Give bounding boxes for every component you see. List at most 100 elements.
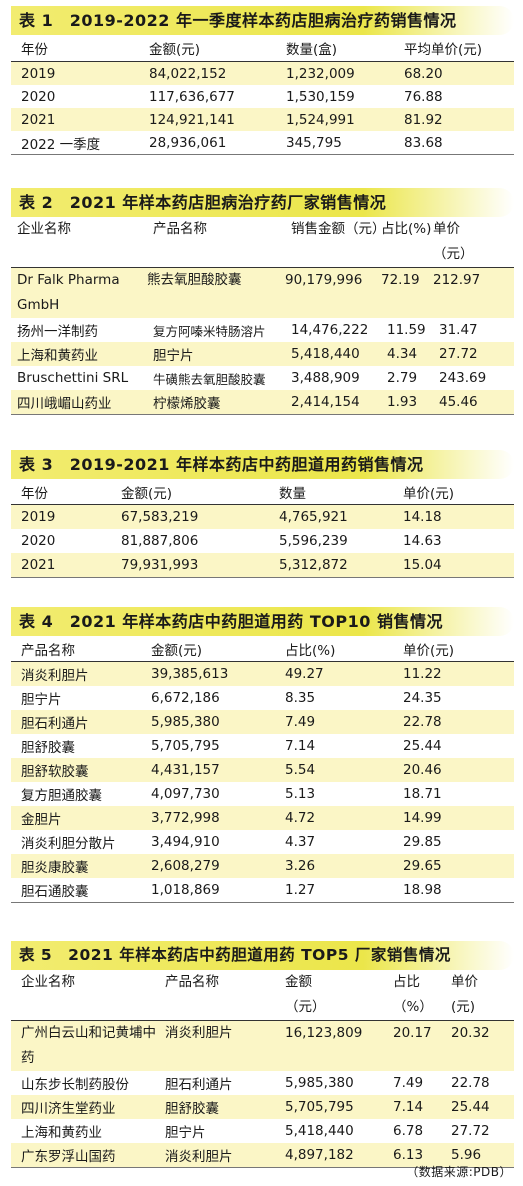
share-cell: 7.49: [393, 1075, 424, 1091]
header-cell: 单价(元): [451, 974, 478, 1015]
header-cell: 数量: [279, 485, 306, 502]
share-cell: 72.19: [381, 272, 420, 288]
price-cell: 45.46: [439, 394, 478, 410]
year-cell: 2022 一季度: [21, 136, 101, 153]
price-cell: 27.72: [451, 1123, 490, 1139]
price-cell: 22.78: [403, 714, 442, 730]
table-5-header: 企业名称 产品名称 金额（元） 占比（%） 单价(元): [11, 970, 514, 1021]
product-cell: 胆石利通片: [165, 1077, 233, 1093]
amount-cell: 4,431,157: [151, 762, 220, 778]
product-cell: 消炎利胆分散片: [21, 836, 116, 852]
company-cell: 扬州一洋制药: [17, 324, 98, 340]
header-cell: 金额（元）: [285, 974, 326, 1015]
product-cell: 胆石通胶囊: [21, 884, 89, 900]
header-cell: 平均单价(元): [404, 42, 483, 58]
table-2: 表 2 2021 年样本药店胆病治疗药厂家销售情况 企业名称 产品名称 销售金额…: [11, 188, 514, 415]
table-row: 2019 67,583,219 4,765,921 14.18: [11, 505, 514, 529]
share-cell: 7.49: [285, 714, 316, 730]
product-cell: 胆石利通片: [21, 716, 89, 732]
table-1: 表 1 2019-2022 年一季度样本药店胆病治疗药销售情况 年份 金额(元)…: [11, 6, 514, 155]
table-row: 山东步长制药股份 胆石利通片 5,985,380 7.49 22.78: [11, 1071, 514, 1095]
price-cell: 25.44: [451, 1099, 490, 1115]
table-row: 2021 124,921,141 1,524,991 81.92: [11, 108, 514, 131]
year-cell: 2020: [21, 88, 56, 105]
quantity-cell: 1,530,159: [286, 88, 355, 105]
product-cell: 胆炎康胶囊: [21, 860, 89, 876]
amount-cell: 4,097,730: [151, 786, 220, 802]
year-cell: 2021: [21, 111, 56, 128]
product-cell: 牛磺熊去氧胆酸胶囊: [153, 371, 266, 387]
product-cell: 金胆片: [21, 812, 62, 828]
header-cell: 占比(%): [285, 642, 336, 659]
header-cell: 金额(元): [151, 642, 203, 659]
price-cell: 5.96: [451, 1147, 482, 1163]
share-cell: 1.27: [285, 882, 316, 898]
header-cell: 销售金额（元）: [291, 221, 381, 237]
price-cell: 68.20: [404, 65, 443, 82]
amount-cell: 117,636,677: [149, 88, 235, 105]
header-cell: 金额(元): [121, 485, 173, 502]
company-cell: Dr Falk Pharma GmbH: [17, 272, 120, 313]
table-5: 表 5 2021 年样本药店中药胆道用药 TOP5 厂家销售情况 企业名称 产品…: [11, 941, 514, 1168]
table-row: 胆宁片 6,672,186 8.35 24.35: [11, 686, 514, 710]
quantity-cell: 1,232,009: [286, 65, 355, 82]
price-cell: 20.32: [451, 1025, 490, 1041]
table-row: 胆舒软胶囊 4,431,157 5.54 20.46: [11, 758, 514, 782]
price-cell: 31.47: [439, 322, 478, 338]
amount-cell: 39,385,613: [151, 666, 229, 682]
header-cell: 占比(%): [381, 221, 432, 237]
price-cell: 14.18: [403, 509, 442, 525]
price-cell: 27.72: [439, 346, 478, 362]
amount-cell: 1,018,869: [151, 882, 220, 898]
table-4-title: 表 4 2021 年样本药店中药胆道用药 TOP10 销售情况: [11, 607, 514, 636]
table-row: 消炎利胆片 39,385,613 49.27 11.22: [11, 662, 514, 686]
price-cell: 18.98: [403, 882, 442, 898]
table-row: 胆石通胶囊 1,018,869 1.27 18.98: [11, 878, 514, 903]
amount-cell: 16,123,809: [285, 1025, 363, 1041]
quantity-cell: 4,765,921: [279, 509, 348, 525]
price-cell: 81.92: [404, 111, 443, 128]
quantity-cell: 5,596,239: [279, 533, 348, 549]
amount-cell: 5,705,795: [151, 738, 220, 754]
company-cell: 四川济生堂药业: [21, 1101, 116, 1117]
header-cell: 产品名称: [21, 642, 75, 659]
share-cell: 4.34: [387, 346, 418, 362]
share-cell: 7.14: [285, 738, 316, 754]
table-row: 上海和黄药业 胆宁片 5,418,440 4.34 27.72: [11, 342, 514, 366]
table-row: 2021 79,931,993 5,312,872 15.04: [11, 553, 514, 578]
price-cell: 243.69: [439, 370, 487, 386]
amount-cell: 3,772,998: [151, 810, 220, 826]
share-cell: 2.79: [387, 370, 418, 386]
company-cell: 广东罗浮山国药: [21, 1149, 116, 1165]
product-cell: 胆舒胶囊: [165, 1101, 219, 1117]
year-cell: 2021: [21, 557, 56, 573]
product-cell: 熊去氧胆酸胶囊: [147, 272, 242, 288]
table-3-header: 年份 金额(元) 数量 单价(元): [11, 479, 514, 505]
share-cell: 11.59: [387, 322, 426, 338]
price-cell: 14.63: [403, 533, 442, 549]
amount-cell: 4,897,182: [285, 1147, 354, 1163]
price-cell: 18.71: [403, 786, 442, 802]
table-3: 表 3 2019-2021 年样本药店中药胆道用药销售情况 年份 金额(元) 数…: [11, 450, 514, 578]
amount-cell: 3,494,910: [151, 834, 220, 850]
table-row: Bruschettini SRL 牛磺熊去氧胆酸胶囊 3,488,909 2.7…: [11, 366, 514, 390]
header-cell: 单价（元）: [433, 221, 474, 262]
company-cell: Bruschettini SRL: [17, 370, 129, 386]
quantity-cell: 345,795: [286, 134, 342, 151]
price-cell: 83.68: [404, 134, 443, 151]
company-cell: 上海和黄药业: [21, 1125, 102, 1141]
share-cell: 1.93: [387, 394, 418, 410]
header-cell: 占比（%）: [393, 974, 433, 1015]
share-cell: 5.13: [285, 786, 316, 802]
price-cell: 22.78: [451, 1075, 490, 1091]
amount-cell: 2,608,279: [151, 858, 220, 874]
share-cell: 20.17: [393, 1025, 432, 1041]
amount-cell: 5,985,380: [285, 1075, 354, 1091]
price-cell: 15.04: [403, 557, 442, 573]
product-cell: 胆舒软胶囊: [21, 764, 89, 780]
product-cell: 复方胆通胶囊: [21, 788, 102, 804]
amount-cell: 67,583,219: [121, 509, 199, 525]
product-cell: 消炎利胆片: [165, 1025, 233, 1041]
amount-cell: 5,985,380: [151, 714, 220, 730]
share-cell: 4.37: [285, 834, 316, 850]
